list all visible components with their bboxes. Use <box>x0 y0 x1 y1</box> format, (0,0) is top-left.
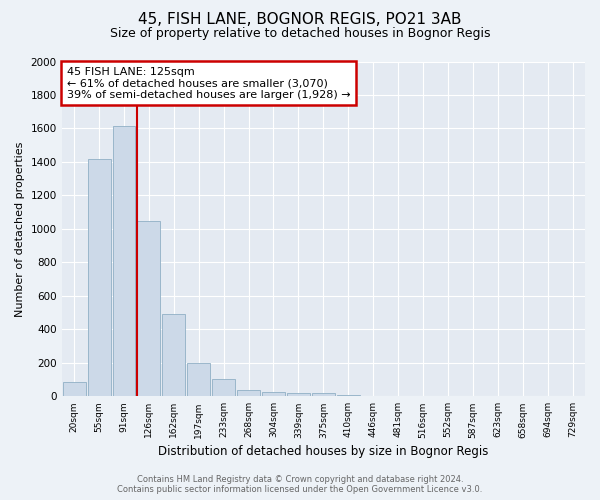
Bar <box>163 314 185 396</box>
Bar <box>187 363 210 396</box>
Y-axis label: Number of detached properties: Number of detached properties <box>15 141 25 316</box>
Text: Contains HM Land Registry data © Crown copyright and database right 2024.
Contai: Contains HM Land Registry data © Crown c… <box>118 474 482 494</box>
Bar <box>262 392 285 396</box>
Bar <box>62 382 86 396</box>
X-axis label: Distribution of detached houses by size in Bognor Regis: Distribution of detached houses by size … <box>158 444 488 458</box>
Bar <box>212 378 235 396</box>
Bar <box>137 220 160 396</box>
Bar <box>237 390 260 396</box>
Bar <box>113 126 136 396</box>
Bar <box>287 393 310 396</box>
Text: 45 FISH LANE: 125sqm
← 61% of detached houses are smaller (3,070)
39% of semi-de: 45 FISH LANE: 125sqm ← 61% of detached h… <box>67 66 350 100</box>
Bar <box>88 158 110 396</box>
Text: Size of property relative to detached houses in Bognor Regis: Size of property relative to detached ho… <box>110 28 490 40</box>
Bar <box>312 393 335 396</box>
Text: 45, FISH LANE, BOGNOR REGIS, PO21 3AB: 45, FISH LANE, BOGNOR REGIS, PO21 3AB <box>138 12 462 28</box>
